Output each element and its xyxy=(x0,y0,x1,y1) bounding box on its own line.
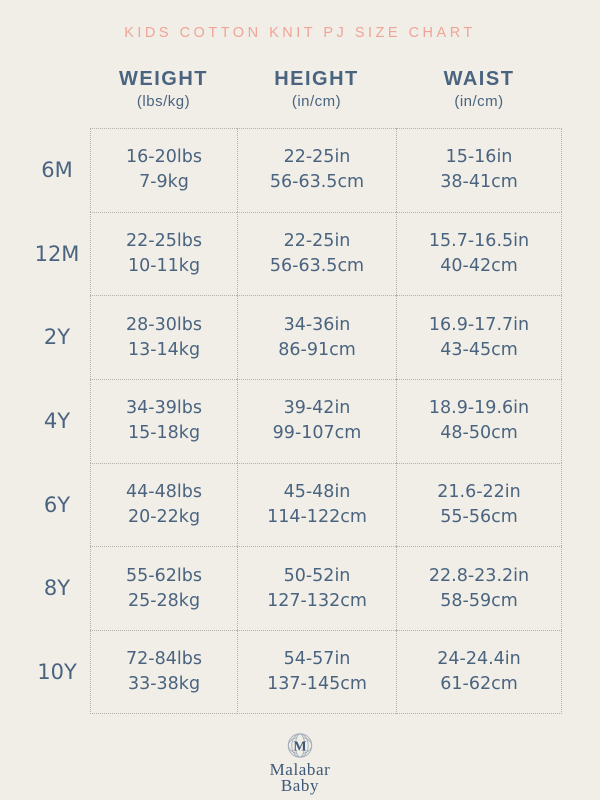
height-metric: 86-91cm xyxy=(278,339,356,360)
height-cell: 45-48in 114-122cm xyxy=(237,462,396,547)
weight-imperial: 44-48lbs xyxy=(126,482,202,503)
weight-cell: 28-30lbs 13-14kg xyxy=(90,295,237,380)
weight-cell: 44-48lbs 20-22kg xyxy=(90,462,237,547)
waist-cell: 15.7-16.5in 40-42cm xyxy=(396,211,562,296)
size-label: 8Y xyxy=(43,576,71,601)
waist-imperial: 15.7-16.5in xyxy=(428,231,530,252)
malabar-baby-logo-icon: M xyxy=(287,733,313,758)
height-imperial: 34-36in xyxy=(283,314,351,335)
size-label: 12M xyxy=(34,241,80,266)
height-imperial: 45-48in xyxy=(283,482,351,503)
waist-imperial: 18.9-19.6in xyxy=(428,398,530,419)
waist-cell: 24-24.4in 61-62cm xyxy=(396,630,562,714)
weight-imperial: 72-84lbs xyxy=(126,648,202,669)
waist-cell: 21.6-22in 55-56cm xyxy=(396,462,562,547)
weight-imperial: 55-62lbs xyxy=(126,565,202,586)
height-cell: 39-42in 99-107cm xyxy=(237,379,396,463)
height-cell: 34-36in 86-91cm xyxy=(237,295,396,380)
height-metric: 127-132cm xyxy=(267,590,367,611)
weight-cell: 34-39lbs 15-18kg xyxy=(90,379,237,463)
weight-metric: 20-22kg xyxy=(127,507,201,528)
waist-imperial: 15-16in xyxy=(445,147,513,168)
waist-metric: 61-62cm xyxy=(440,673,518,694)
header-height: HEIGHT (in/cm) xyxy=(237,66,396,111)
column-headers: WEIGHT (lbs/kg) HEIGHT (in/cm) WAIST (in… xyxy=(0,66,562,111)
height-cell: 50-52in 127-132cm xyxy=(237,546,396,631)
header-spacer xyxy=(0,66,90,111)
weight-metric: 7-9kg xyxy=(139,172,189,193)
height-metric: 56-63.5cm xyxy=(269,172,365,193)
weight-imperial: 16-20lbs xyxy=(126,147,202,168)
brand-footer: M Malabar Baby xyxy=(0,732,600,793)
weight-cell: 16-20lbs 7-9kg xyxy=(90,128,237,212)
weight-imperial: 34-39lbs xyxy=(126,398,202,419)
height-cell: 54-57in 137-145cm xyxy=(237,630,396,714)
weight-metric: 15-18kg xyxy=(127,423,201,444)
waist-cell: 22.8-23.2in 58-59cm xyxy=(396,546,562,631)
weight-cell: 55-62lbs 25-28kg xyxy=(90,546,237,631)
weight-cell: 22-25lbs 10-11kg xyxy=(90,211,237,296)
height-imperial: 50-52in xyxy=(283,565,351,586)
size-label: 6M xyxy=(41,157,73,182)
height-imperial: 22-25in xyxy=(283,231,351,252)
waist-imperial: 22.8-23.2in xyxy=(428,565,530,586)
weight-metric: 13-14kg xyxy=(127,339,201,360)
header-waist-label: WAIST xyxy=(443,68,515,90)
waist-imperial: 21.6-22in xyxy=(437,482,521,503)
height-cell: 22-25in 56-63.5cm xyxy=(237,128,396,212)
size-label: 4Y xyxy=(43,408,71,433)
header-waist: WAIST (in/cm) xyxy=(396,66,562,111)
height-cell: 22-25in 56-63.5cm xyxy=(237,211,396,296)
brand-name-line2: Baby xyxy=(280,775,320,795)
header-weight: WEIGHT (lbs/kg) xyxy=(90,66,237,111)
size-table: 6M 16-20lbs 7-9kg 22-25in 56-63.5cm 15-1… xyxy=(0,128,562,714)
page-title: KIDS COTTON KNIT PJ SIZE CHART xyxy=(124,25,476,41)
waist-metric: 55-56cm xyxy=(440,507,518,528)
weight-imperial: 28-30lbs xyxy=(126,314,202,335)
waist-cell: 16.9-17.7in 43-45cm xyxy=(396,295,562,380)
height-metric: 56-63.5cm xyxy=(269,256,365,277)
header-height-units: (in/cm) xyxy=(291,93,342,110)
waist-metric: 38-41cm xyxy=(440,172,518,193)
header-weight-label: WEIGHT xyxy=(119,68,208,90)
waist-metric: 40-42cm xyxy=(440,256,518,277)
weight-metric: 33-38kg xyxy=(127,673,201,694)
size-label: 2Y xyxy=(43,325,71,350)
height-metric: 99-107cm xyxy=(272,423,362,444)
waist-cell: 15-16in 38-41cm xyxy=(396,128,562,212)
header-weight-units: (lbs/kg) xyxy=(136,93,191,110)
weight-metric: 25-28kg xyxy=(127,590,201,611)
waist-imperial: 24-24.4in xyxy=(437,648,521,669)
waist-metric: 48-50cm xyxy=(440,423,518,444)
header-waist-units: (in/cm) xyxy=(454,93,504,110)
waist-metric: 43-45cm xyxy=(440,339,518,360)
waist-metric: 58-59cm xyxy=(440,590,518,611)
waist-imperial: 16.9-17.7in xyxy=(428,314,530,335)
height-imperial: 22-25in xyxy=(283,147,351,168)
size-label: 6Y xyxy=(43,492,71,517)
brand-name-line1: Malabar xyxy=(269,760,331,779)
height-metric: 137-145cm xyxy=(267,673,367,694)
header-height-label: HEIGHT xyxy=(274,68,359,90)
weight-metric: 10-11kg xyxy=(127,256,201,277)
logo-monogram: M xyxy=(293,740,306,755)
height-metric: 114-122cm xyxy=(267,507,367,528)
size-label: 10Y xyxy=(37,659,77,684)
weight-imperial: 22-25lbs xyxy=(126,231,202,252)
height-imperial: 54-57in xyxy=(283,648,351,669)
weight-cell: 72-84lbs 33-38kg xyxy=(90,630,237,714)
height-imperial: 39-42in xyxy=(283,398,351,419)
waist-cell: 18.9-19.6in 48-50cm xyxy=(396,379,562,463)
